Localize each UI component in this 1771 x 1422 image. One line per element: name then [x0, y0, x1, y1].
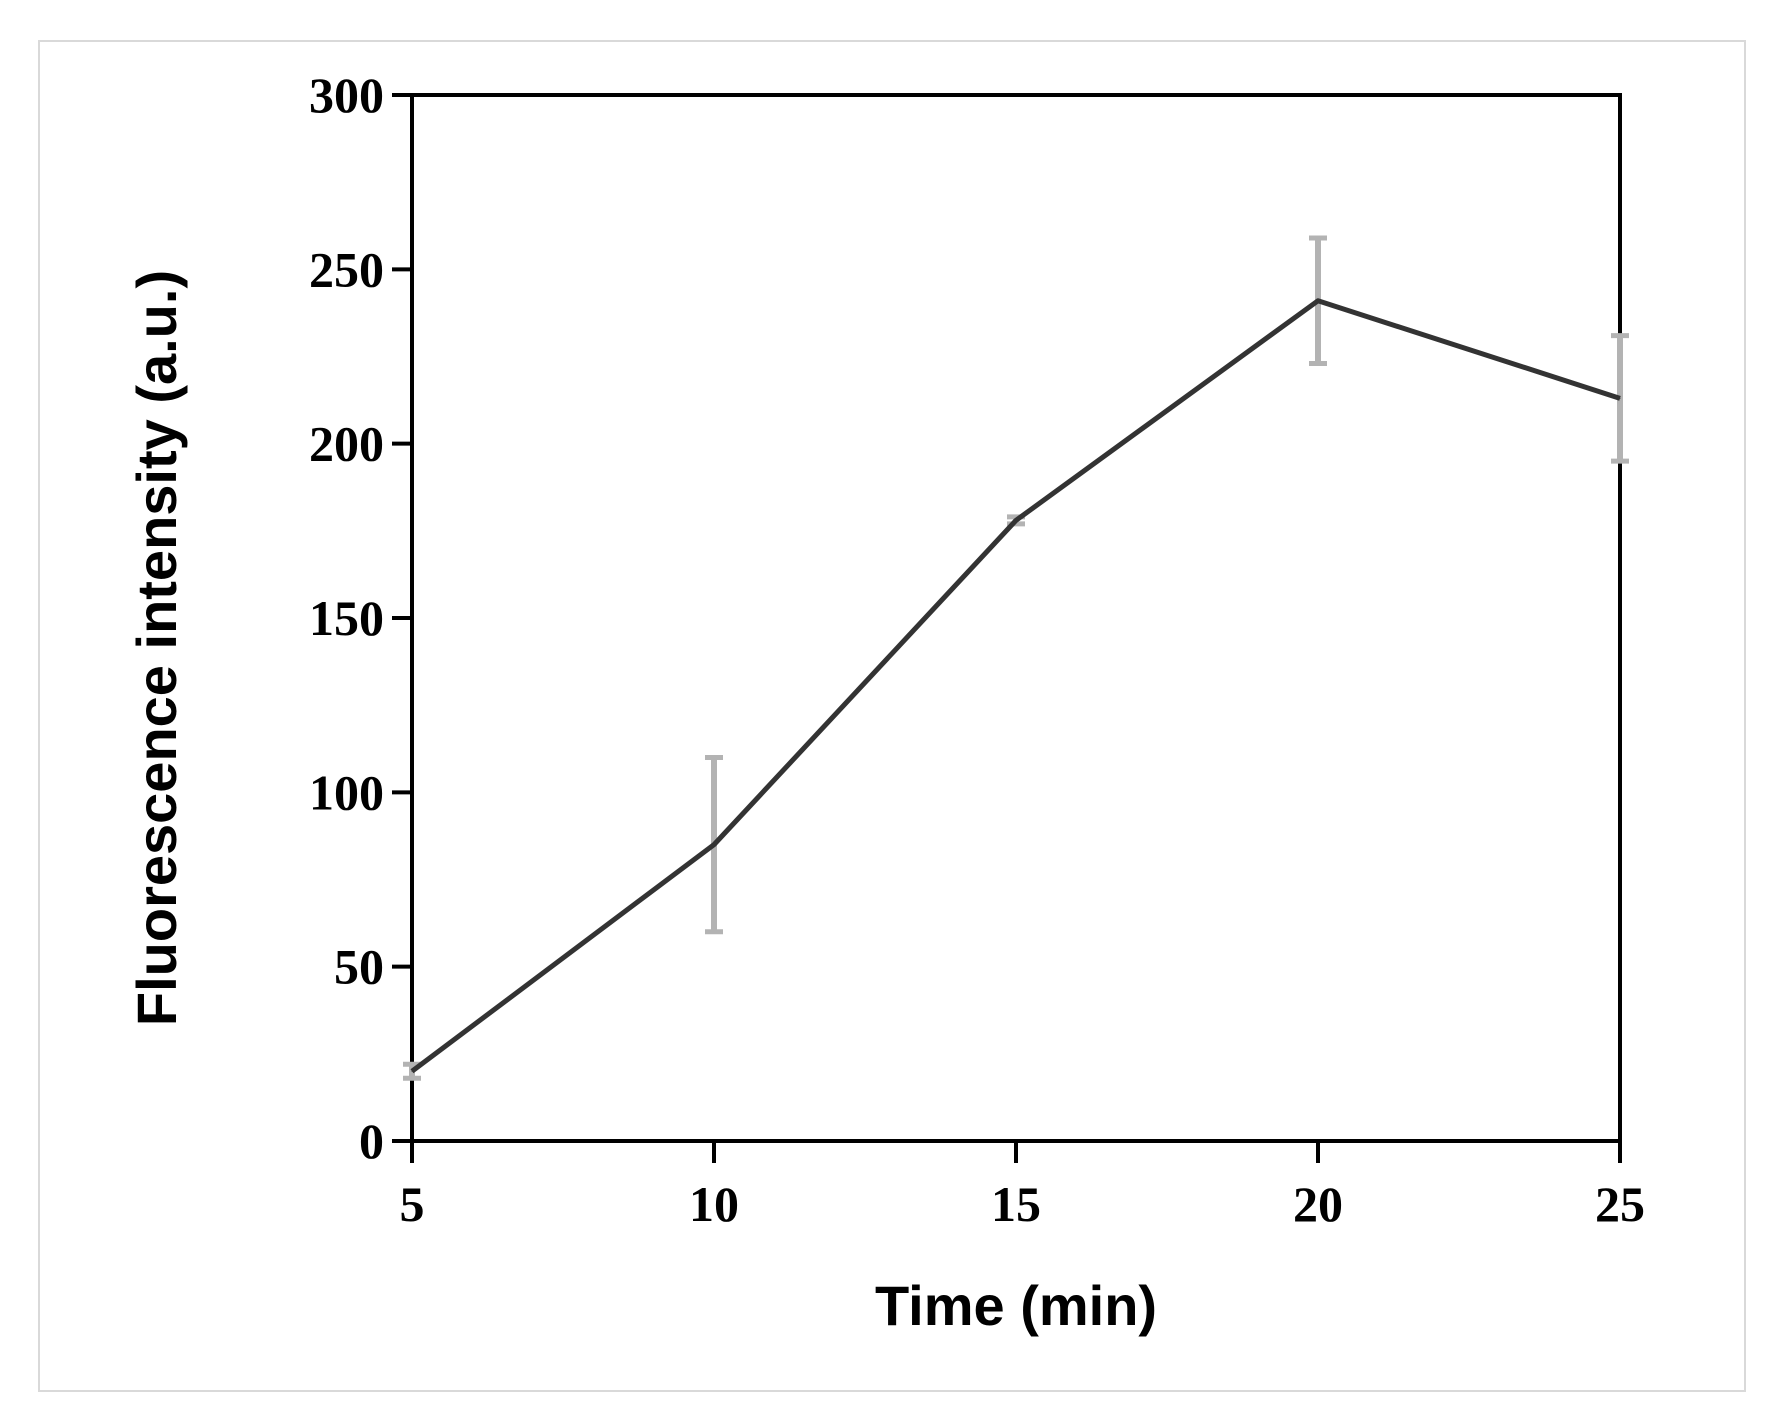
- y-tick-label: 300: [309, 67, 384, 123]
- y-tick-label: 50: [334, 939, 384, 995]
- y-tick-label: 0: [359, 1113, 384, 1169]
- x-tick-label: 15: [991, 1176, 1041, 1232]
- x-axis: 5 10 15 20 25: [400, 1141, 1645, 1232]
- x-tick-label: 25: [1595, 1176, 1645, 1232]
- data-point: [411, 1070, 413, 1072]
- x-tick-label: 5: [400, 1176, 425, 1232]
- data-point: [1015, 519, 1017, 521]
- series-line: [410, 298, 1621, 1074]
- data-point: [1619, 397, 1621, 399]
- series-lines: [410, 298, 1621, 1074]
- y-tick-label: 100: [309, 764, 384, 820]
- data-point: [713, 844, 715, 846]
- y-axis-title: Fluorescence intensity (a.u.): [125, 270, 188, 1026]
- data-point: [1317, 300, 1319, 302]
- figure-frame: [38, 40, 1746, 1392]
- y-tick-label: 150: [309, 590, 384, 646]
- plot-area: [410, 93, 1622, 1143]
- y-tick-label: 250: [309, 241, 384, 297]
- y-tick-label: 200: [309, 416, 384, 472]
- plot-border: [410, 93, 1622, 1143]
- x-axis-title: Time (min): [875, 1274, 1157, 1337]
- x-tick-label: 20: [1293, 1176, 1343, 1232]
- y-axis: 0 50 100 150 200 250 300: [309, 67, 412, 1169]
- x-tick-label: 10: [689, 1176, 739, 1232]
- error-bars: [403, 235, 1629, 1081]
